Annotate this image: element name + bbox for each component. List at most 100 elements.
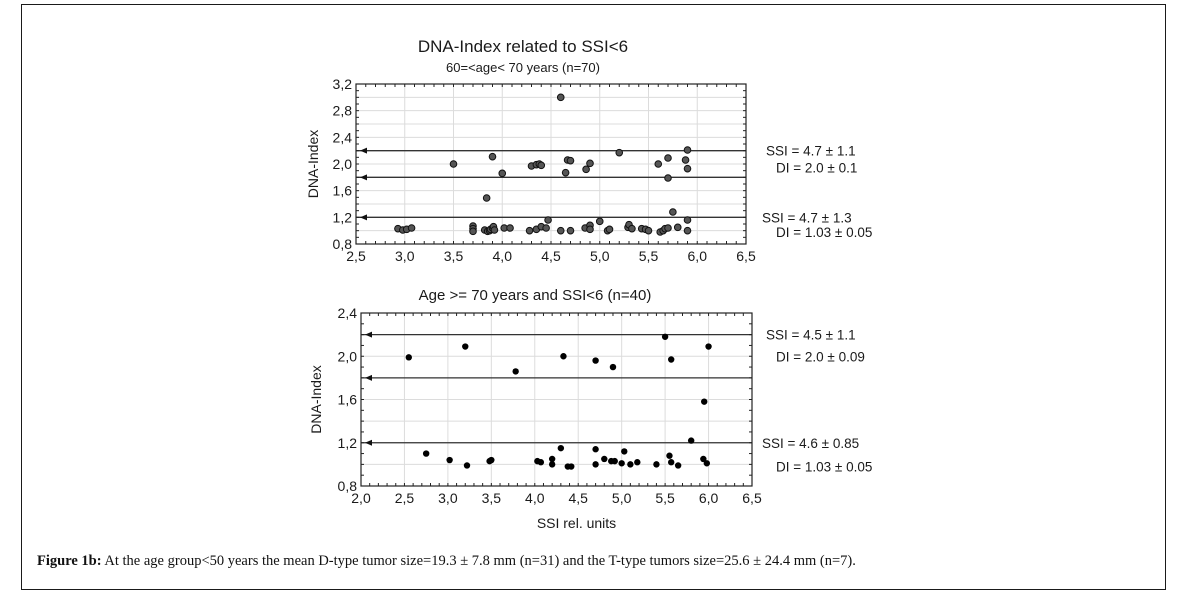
chart2-data-point — [446, 456, 453, 464]
chart2-data-point — [667, 459, 675, 466]
chart1-data-point — [683, 146, 692, 154]
chart2-data-point — [548, 461, 556, 468]
chart1-data-point — [669, 208, 677, 216]
chart1-x-tick-label: 3,5 — [444, 248, 464, 264]
chart2-data-point — [488, 456, 495, 464]
chart1-data-point — [449, 160, 458, 168]
chart2-data-point — [548, 455, 556, 463]
chart2-data-point — [666, 452, 673, 459]
chart1-data-point — [605, 225, 614, 234]
chart2-reference-arrow-icon — [365, 374, 372, 381]
chart2-x-tick-label: 5,0 — [612, 490, 632, 506]
chart1-data-point — [683, 164, 692, 173]
chart1-x-tick-label: 5,0 — [590, 248, 610, 264]
chart1-data-point — [664, 174, 672, 182]
chart1-data-point — [407, 224, 416, 232]
chart1-data-point — [586, 159, 594, 168]
chart1-data-point — [644, 226, 653, 235]
chart2-data-point — [703, 460, 711, 467]
chart1-data-point — [664, 154, 672, 162]
chart1-x-tick-label: 2,5 — [346, 248, 366, 264]
chart1-data-point — [544, 216, 552, 224]
chart1-data-point — [654, 160, 663, 168]
chart2-x-axis-label: SSI rel. units — [537, 515, 616, 531]
chart2-data-point — [674, 462, 682, 469]
chart2-data-point — [611, 457, 618, 465]
caption-text: At the age group<50 years the mean D-typ… — [101, 553, 856, 569]
chart1-data-point — [561, 168, 570, 177]
chart2-data-point — [568, 463, 575, 470]
chart1-x-tick-label: 6,5 — [736, 248, 756, 264]
chart2-x-tick-label: 2,5 — [395, 490, 415, 506]
chart1-annotation: SSI = 4.7 ± 1.1 — [766, 144, 856, 159]
chart2-data-point — [627, 461, 634, 468]
chart1-data-point — [664, 224, 672, 232]
chart2-x-tick-label: 6,5 — [742, 490, 762, 506]
chart2-data-point — [634, 459, 641, 466]
chart2-x-tick-label: 4,0 — [525, 490, 545, 506]
chart1-data-point — [582, 165, 590, 174]
chart2-annotation: SSI = 4.6 ± 0.85 — [762, 436, 859, 451]
chart2-y-tick-label: 1,2 — [338, 435, 358, 451]
chart1-data-point — [542, 224, 550, 232]
chart2-y-axis-label: DNA-Index — [308, 365, 324, 433]
chart1-reference-arrow-icon — [360, 174, 367, 181]
chart1-data-point — [595, 217, 604, 226]
chart2-data-point — [592, 357, 599, 364]
chart2-reference-arrow-icon — [365, 439, 372, 446]
chart1-x-tick-label: 6,0 — [688, 248, 708, 264]
chart1-data-point — [498, 169, 507, 178]
chart2-title: Age >= 70 years and SSI<6 (n=40) — [419, 287, 652, 304]
chart2-data-point — [560, 353, 567, 360]
chart2-y-tick-label: 2,4 — [338, 305, 358, 321]
chart1-y-tick-label: 2,4 — [333, 129, 353, 145]
chart2-data-point — [405, 354, 412, 361]
chart1-reference-arrow-icon — [360, 147, 367, 154]
chart2-data-point — [601, 455, 608, 463]
chart2-data-point — [618, 460, 625, 467]
chart1-x-tick-label: 4,5 — [541, 248, 561, 264]
chart1-x-tick-label: 5,5 — [639, 248, 659, 264]
chart2-x-tick-label: 3,5 — [482, 490, 502, 506]
caption-label: Figure 1b: — [37, 553, 102, 569]
chart1-reference-arrow-icon — [360, 214, 367, 221]
chart1-y-tick-label: 2,8 — [333, 103, 353, 119]
chart2-reference-arrow-icon — [365, 331, 372, 338]
chart2-data-point — [512, 368, 519, 375]
chart2-data-point — [463, 462, 471, 469]
chart2-annotation: SSI = 4.5 ± 1.1 — [766, 328, 856, 343]
chart1-data-point — [673, 223, 682, 232]
chart1-data-point — [506, 224, 514, 232]
chart1-y-tick-label: 1,2 — [333, 209, 353, 225]
chart1-data-point — [488, 152, 497, 161]
chart2-data-point — [557, 444, 565, 452]
chart1-y-tick-label: 1,6 — [333, 183, 353, 199]
chart1-x-tick-label: 3,0 — [395, 248, 415, 264]
chart1-data-point — [566, 226, 575, 235]
chart1-data-point — [566, 156, 575, 165]
chart2-x-tick-label: 4,5 — [568, 490, 588, 506]
chart1-annotation: DI = 1.03 ± 0.05 — [776, 225, 872, 240]
chart2-annotation: DI = 2.0 ± 0.09 — [776, 349, 865, 364]
chart2-data-point — [537, 459, 545, 466]
chart2-y-tick-label: 1,6 — [338, 392, 358, 408]
chart1-data-point — [556, 93, 565, 102]
chart1-y-tick-label: 0,8 — [333, 236, 353, 252]
chart2-x-tick-label: 6,0 — [699, 490, 719, 506]
chart2-data-point — [653, 461, 660, 468]
chart2-data-point — [462, 343, 469, 350]
chart1-data-point — [482, 194, 491, 202]
chart1-data-point — [628, 224, 636, 233]
chart1-annotation: DI = 2.0 ± 0.1 — [776, 160, 857, 175]
chart1-y-tick-label: 3,2 — [333, 76, 353, 92]
chart1-data-point — [537, 161, 546, 170]
chart2-x-tick-label: 3,0 — [438, 490, 458, 506]
chart2-x-tick-label: 5,5 — [655, 490, 675, 506]
chart1-data-point — [469, 227, 477, 236]
chart1-data-point — [681, 156, 690, 164]
chart1-y-tick-label: 2,0 — [333, 156, 353, 172]
chart1-data-point — [683, 226, 692, 235]
chart2-annotation: DI = 1.03 ± 0.05 — [776, 460, 872, 475]
chart1-subtitle: 60=<age< 70 years (n=70) — [446, 60, 600, 75]
